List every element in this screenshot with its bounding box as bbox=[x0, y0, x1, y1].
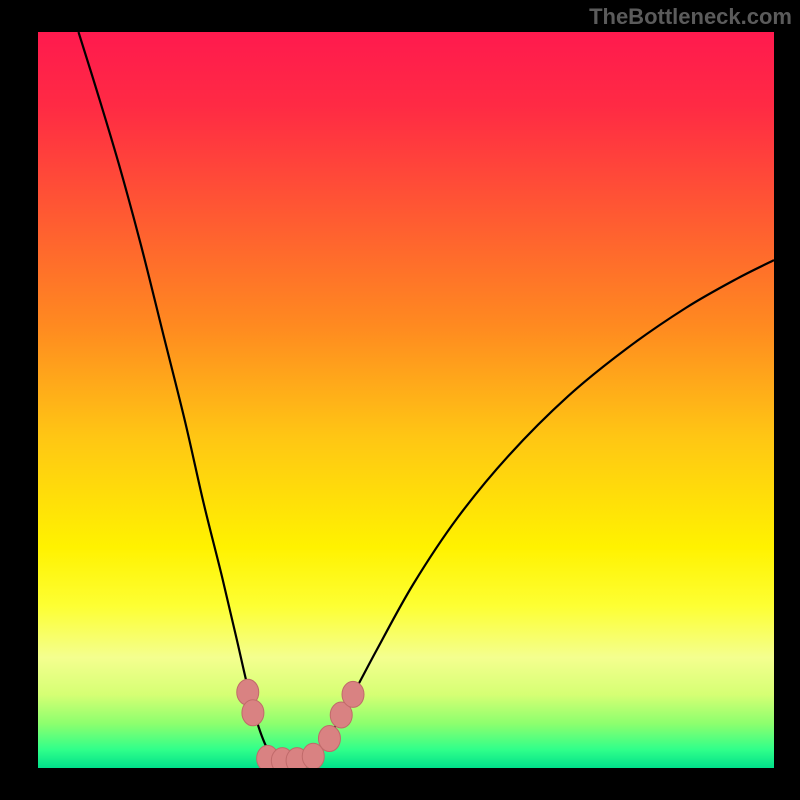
watermark-text: TheBottleneck.com bbox=[589, 4, 792, 30]
bottleneck-chart bbox=[0, 0, 800, 800]
data-marker bbox=[242, 700, 264, 726]
data-marker bbox=[342, 681, 364, 707]
gradient-background bbox=[38, 32, 774, 768]
chart-container: TheBottleneck.com bbox=[0, 0, 800, 800]
data-marker bbox=[318, 726, 340, 752]
